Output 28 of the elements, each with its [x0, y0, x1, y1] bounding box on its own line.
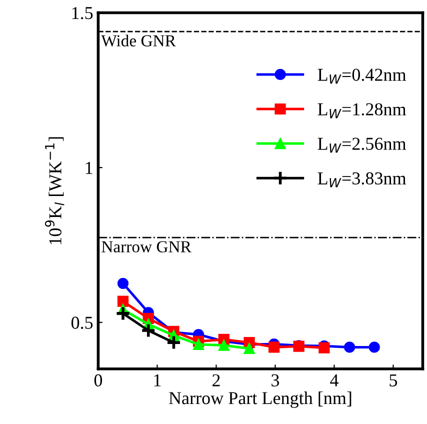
point: [117, 296, 129, 307]
legend-label: L$_{W}$=0.42nm: [318, 68, 406, 84]
x-tick-label: 5: [390, 374, 398, 386]
point: [244, 342, 255, 354]
point: [218, 340, 230, 351]
y-tick-label: 0.5: [71, 316, 93, 329]
x-tick-label: 4: [330, 374, 338, 386]
y-tick-label: 1.5: [72, 7, 93, 20]
point: [268, 342, 280, 353]
point: [166, 334, 182, 350]
y-axis-title: 10$^{9}$K$_{l}$ [WK$^{−1}$]: [44, 137, 64, 244]
point: [140, 322, 156, 338]
x-tick-label: 1: [154, 374, 161, 386]
ref-line-label: Narrow GNR: [102, 241, 192, 252]
point: [344, 342, 356, 353]
legend-label: L$_{W}$=3.83nm: [318, 172, 406, 188]
x-tick-label: 0: [94, 374, 102, 386]
legend-label: L$_{W}$=2.56nm: [318, 138, 406, 153]
y-tick-label: 1: [86, 162, 92, 174]
point: [368, 342, 380, 353]
x-tick-label: 3: [272, 374, 280, 386]
legend-label: L$_{W}$=1.28nm: [318, 103, 406, 118]
point: [117, 278, 129, 289]
point: [192, 338, 204, 350]
point: [115, 306, 131, 322]
x-tick-label: 2: [212, 374, 220, 386]
ref-line-label: Wide GNR: [101, 34, 176, 47]
x-axis-title: Narrow Part Length [nm]: [168, 392, 352, 408]
